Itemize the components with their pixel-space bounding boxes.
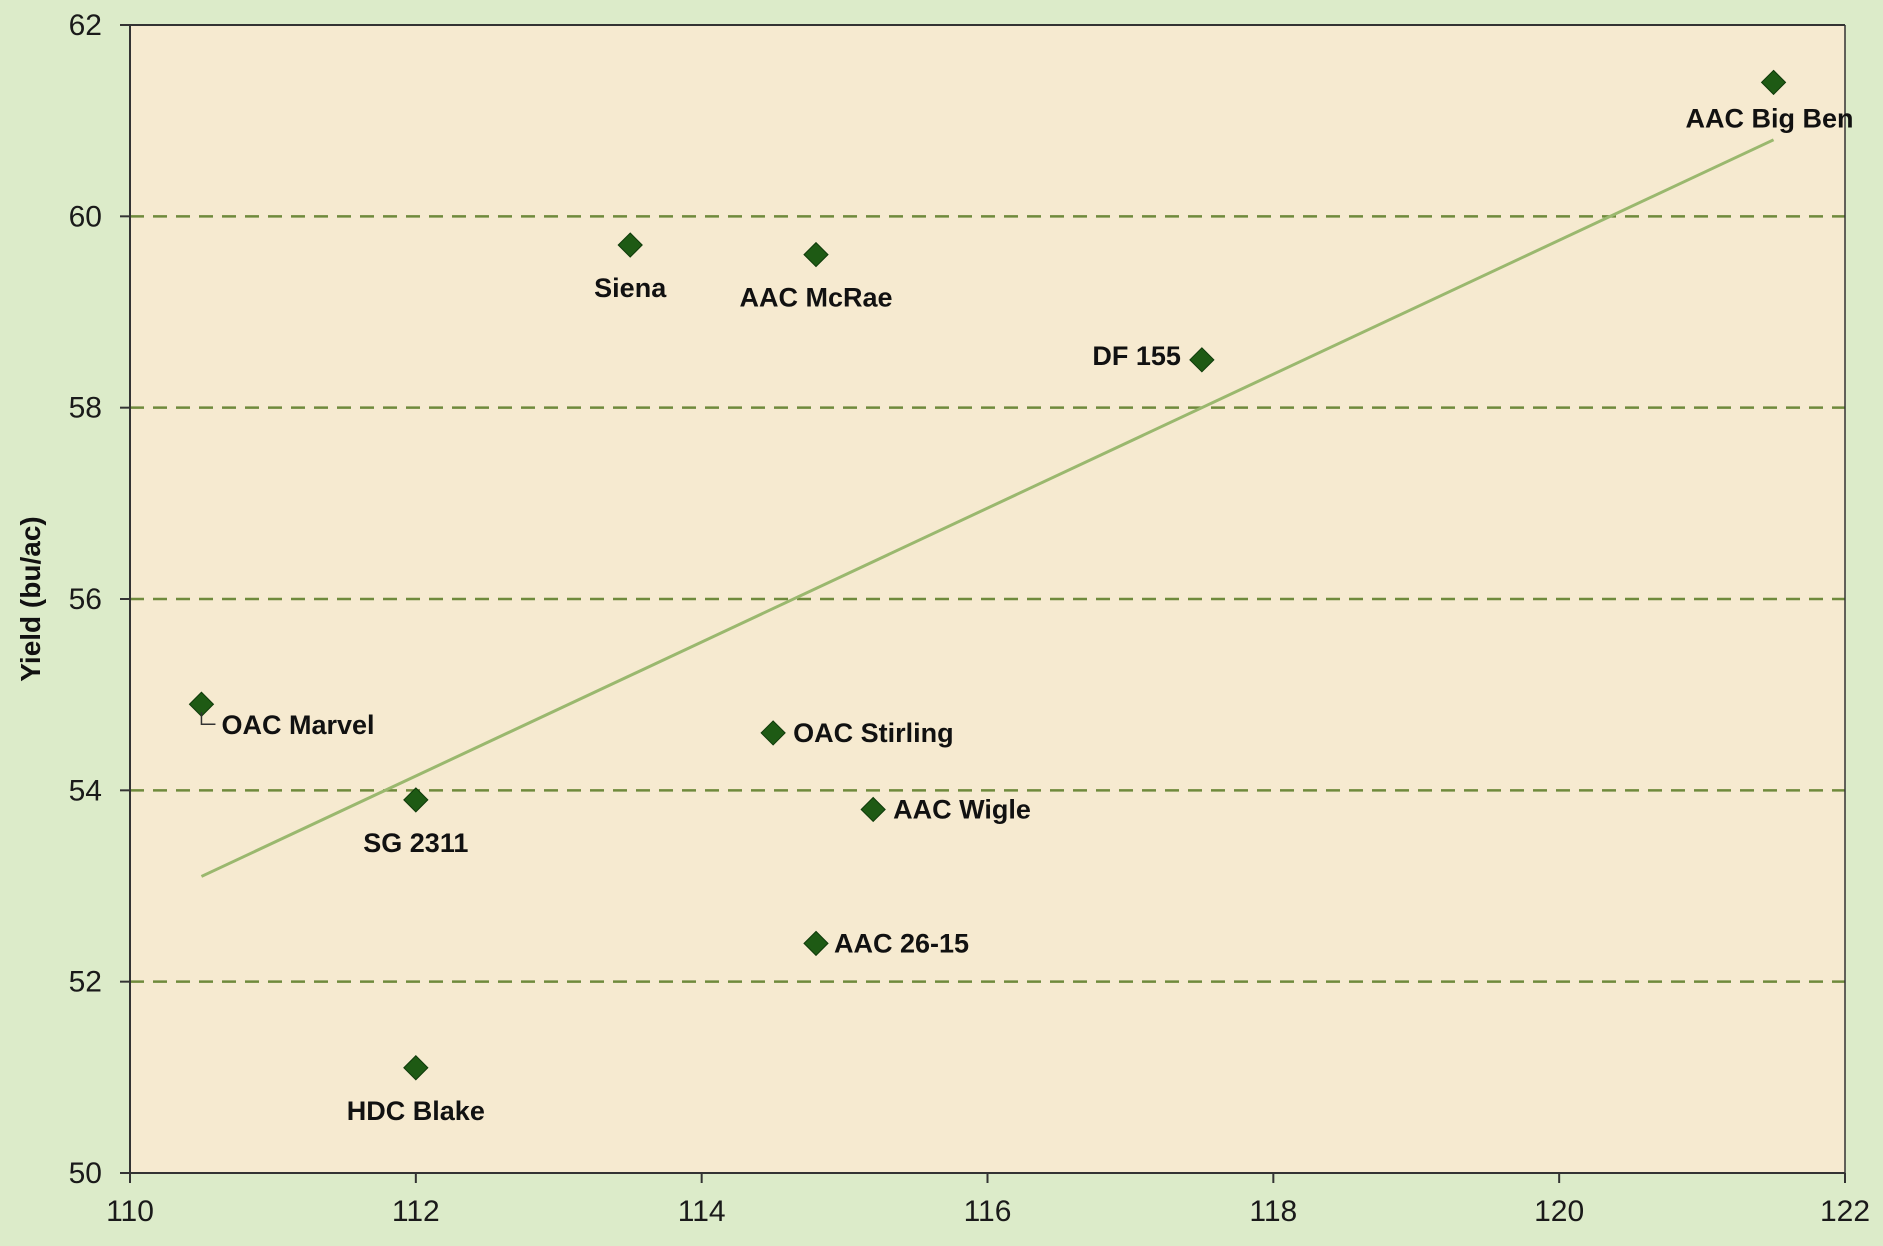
y-tick-label: 52 bbox=[69, 966, 102, 999]
point-label: AAC Big Ben bbox=[1686, 103, 1854, 133]
y-tick-label: 56 bbox=[69, 583, 102, 616]
x-tick-label: 122 bbox=[1820, 1195, 1870, 1228]
data-point bbox=[760, 720, 786, 746]
x-tick-label: 116 bbox=[964, 1195, 1012, 1228]
label-leader-line bbox=[200, 712, 216, 725]
data-point bbox=[1760, 69, 1787, 96]
data-point bbox=[860, 796, 886, 823]
x-tick-label: 120 bbox=[1534, 1195, 1584, 1228]
point-label: AAC McRae bbox=[739, 283, 892, 313]
data-point bbox=[403, 787, 429, 813]
data-point bbox=[803, 930, 829, 957]
point-label: HDC Blake bbox=[347, 1096, 485, 1126]
point-label: AAC Wigle bbox=[893, 794, 1031, 824]
x-tick-label: 118 bbox=[1249, 1195, 1297, 1228]
data-points bbox=[188, 69, 1787, 1081]
y-tick-label: 58 bbox=[69, 392, 102, 425]
point-label: OAC Stirling bbox=[793, 718, 954, 748]
point-label: AAC 26-15 bbox=[834, 928, 969, 958]
y-tick-label: 60 bbox=[69, 200, 102, 233]
trendline-group bbox=[200, 138, 1775, 878]
data-point bbox=[617, 232, 643, 258]
y-tick-label: 62 bbox=[69, 9, 102, 42]
axes: 50 52 54 56 58 60 62 110 112 114 116 118 120 122 bbox=[69, 9, 1870, 1228]
x-tick-label: 112 bbox=[392, 1195, 440, 1228]
data-point bbox=[803, 241, 829, 268]
data-point bbox=[1189, 347, 1215, 373]
point-label: SG 2311 bbox=[363, 828, 468, 858]
point-labels: OAC Marvel SG 2311 HDC Blake Siena OAC Stirl… bbox=[200, 103, 1854, 1126]
y-axis-title: Yield (bu/ac) bbox=[15, 516, 46, 681]
point-label: Siena bbox=[594, 273, 667, 303]
trendline bbox=[200, 138, 1775, 878]
y-tick-label: 54 bbox=[69, 774, 102, 807]
point-label: DF 155 bbox=[1092, 341, 1181, 371]
point-label: OAC Marvel bbox=[221, 710, 374, 740]
x-tick-label: 110 bbox=[106, 1195, 154, 1228]
data-point bbox=[403, 1055, 429, 1081]
y-tick-label: 50 bbox=[69, 1157, 102, 1190]
x-tick-label: 114 bbox=[678, 1195, 726, 1228]
